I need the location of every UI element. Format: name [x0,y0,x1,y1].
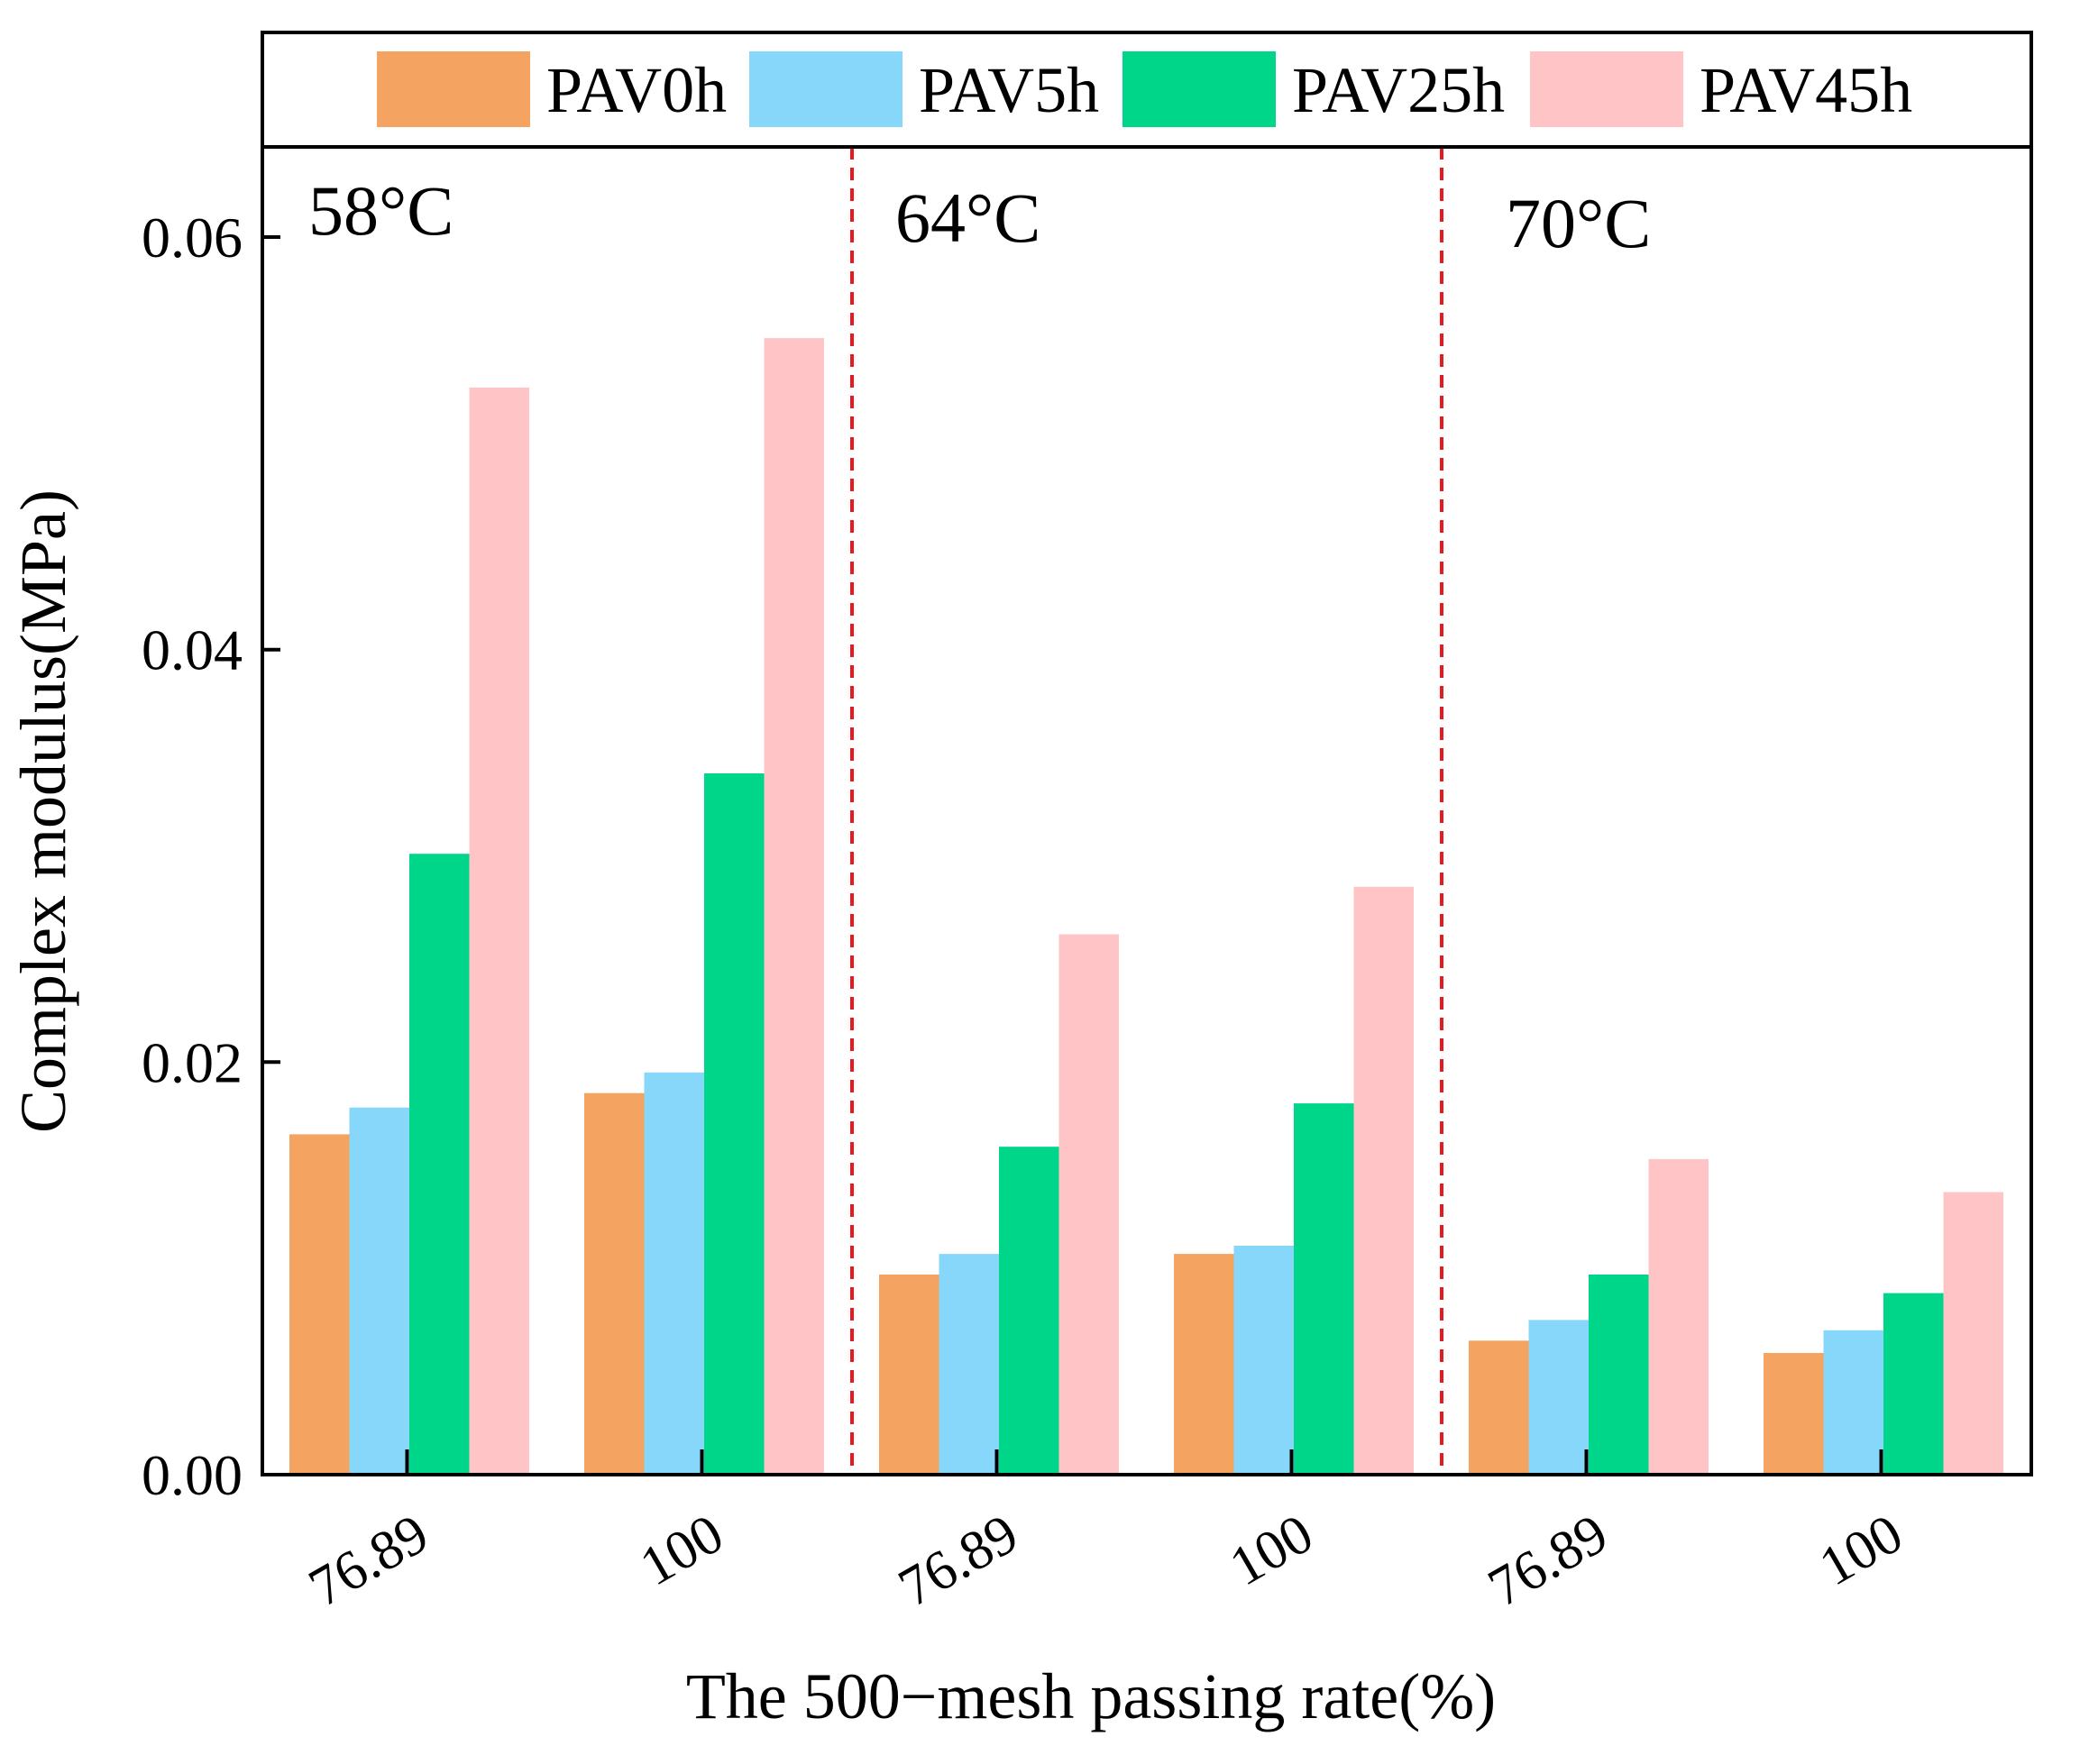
bar-pav5h-2 [939,1254,999,1475]
bar-pav0h-4 [1469,1340,1529,1475]
y-tick-label-0: 0.00 [142,1443,243,1507]
y-tick-label-2: 0.04 [142,618,243,682]
legend-swatch-pav25h [1122,51,1276,127]
y-tick-label-1: 0.02 [142,1030,243,1094]
legend-label-pav0h: PAV0h [546,54,727,126]
bar-pav5h-1 [644,1072,704,1475]
bar-pav45h-4 [1648,1158,1709,1475]
bar-pav0h-1 [584,1092,645,1475]
bar-pav5h-5 [1823,1330,1883,1475]
bar-pav25h-5 [1883,1293,1944,1475]
temperature-label-0: 58°C [308,171,454,250]
legend-swatch-pav0h [377,51,530,127]
legend: PAV0h PAV5h PAV25h PAV45h [261,31,2033,149]
bar-pav45h-5 [1943,1192,2003,1475]
bar-pav45h-1 [764,338,824,1476]
bar-pav25h-1 [704,773,765,1475]
bar-pav0h-2 [879,1275,939,1475]
legend-swatch-pav45h [1530,51,1683,127]
legend-label-pav25h: PAV25h [1292,54,1505,126]
bar-pav0h-3 [1174,1254,1234,1475]
bars-layer [289,338,2003,1476]
y-tick-label-3: 0.06 [142,206,243,270]
temperature-label-1: 64°C [895,178,1040,257]
bar-pav0h-5 [1764,1353,1824,1475]
legend-label-pav45h: PAV45h [1700,54,1912,126]
bar-pav0h-0 [289,1134,350,1475]
y-axis: 0.00 0.02 0.04 0.06 [142,206,280,1507]
bar-pav45h-2 [1058,934,1119,1475]
group-dividers [850,147,1443,1475]
bar-pav45h-0 [469,388,529,1475]
y-axis-label: Complex modulus(MPa) [7,489,79,1133]
bar-pav25h-0 [409,854,470,1475]
legend-swatch-pav5h [749,51,903,127]
temperature-labels: 58°C 64°C 70°C [308,171,1651,262]
bar-pav5h-0 [349,1107,409,1475]
bar-pav25h-4 [1589,1275,1649,1475]
temperature-label-2: 70°C [1506,184,1651,262]
bar-pav45h-3 [1353,886,1414,1475]
bar-pav25h-2 [999,1147,1059,1475]
x-axis-label: The 500−mesh passing rate(%) [686,1660,1496,1732]
bar-pav25h-3 [1294,1103,1354,1475]
legend-label-pav5h: PAV5h [919,54,1099,126]
bar-pav5h-4 [1528,1320,1589,1475]
bar-pav5h-3 [1233,1246,1294,1475]
